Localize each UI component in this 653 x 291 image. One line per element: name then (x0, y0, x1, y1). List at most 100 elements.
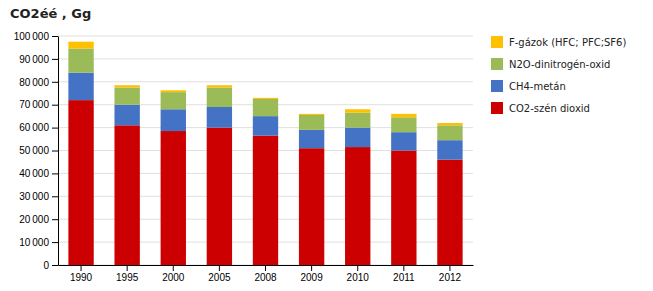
y-tick-label: 70 000 (19, 99, 49, 110)
x-tick-mark (127, 265, 128, 271)
bar (345, 128, 370, 147)
x-tick-mark (403, 265, 404, 271)
x-tick-mark (449, 265, 450, 271)
y-tick-label: 80 000 (19, 77, 49, 88)
y-tick: 60 000 (19, 122, 58, 133)
bar (161, 90, 186, 92)
bar (68, 73, 93, 100)
y-tick: 40 000 (19, 168, 58, 179)
bar (437, 160, 462, 265)
x-tick: 1995 (116, 265, 139, 283)
bar (345, 113, 370, 128)
bar (207, 128, 232, 265)
bar (299, 148, 324, 265)
y-tick: 10 000 (19, 237, 58, 248)
x-tick-label: 2005 (208, 272, 231, 283)
y-tick: 30 000 (19, 191, 58, 202)
y-tick: 70 000 (19, 99, 58, 110)
x-tick-mark (357, 265, 358, 271)
x-tick: 2000 (162, 265, 185, 283)
y-tick-label: 60 000 (19, 122, 49, 133)
x-tick-mark (219, 265, 220, 271)
x-tick: 2012 (439, 265, 462, 283)
bar (161, 92, 186, 109)
x-axis: 1990 1995 2000 2005 2008 2009 2010 2011 2012 (59, 265, 474, 283)
bar-series (68, 49, 462, 141)
x-tick: 2005 (208, 265, 231, 283)
x-tick: 2008 (254, 265, 277, 283)
grid-line (58, 58, 473, 59)
x-tick: 2009 (300, 265, 323, 283)
legend-label: F-gázok (HFC; PFC;SF6) (509, 37, 626, 48)
bar (114, 125, 139, 265)
bar (253, 136, 278, 265)
bar (253, 116, 278, 135)
bar (437, 123, 462, 125)
title: CO2éé , Gg (10, 6, 91, 21)
y-tick: 0 (43, 260, 58, 271)
y-tick-label: 100 000 (14, 31, 50, 42)
legend-item: F-gázok (HFC; PFC;SF6) (491, 36, 626, 48)
x-tick-mark (173, 265, 174, 271)
x-tick-label: 2011 (393, 272, 415, 283)
y-tick: 50 000 (19, 145, 58, 156)
y-tick-mark (52, 265, 58, 266)
bar (207, 85, 232, 87)
bar (68, 49, 93, 73)
y-tick-mark (52, 173, 58, 174)
bar (114, 105, 139, 126)
legend-swatch (491, 58, 503, 70)
bar-series (68, 73, 462, 160)
y-tick-mark (52, 219, 58, 220)
bar (391, 114, 416, 117)
plot: 0 10 000 20 000 30 000 40 000 50 000 60 000 70 … (14, 31, 474, 283)
y-tick: 80 000 (19, 77, 58, 88)
x-tick-label: 1995 (116, 272, 139, 283)
bar-series (68, 100, 462, 265)
x-tick-mark (311, 265, 312, 271)
legend-swatch (491, 80, 503, 92)
x-tick-label: 2000 (162, 272, 185, 283)
bar (68, 100, 93, 265)
x-tick-label: 1990 (70, 272, 93, 283)
grid-line (58, 36, 473, 37)
bar (437, 125, 462, 140)
x-tick: 1990 (70, 265, 93, 283)
bar (299, 115, 324, 130)
legend-item: CH4-metán (491, 80, 566, 92)
bar (437, 140, 462, 159)
bar (345, 147, 370, 265)
y-tick-label: 40 000 (19, 168, 49, 179)
y-tick-label: 30 000 (19, 191, 49, 202)
x-tick-label: 2008 (254, 272, 277, 283)
y-tick-mark (52, 196, 58, 197)
legend-swatch (491, 36, 503, 48)
bar (391, 151, 416, 266)
y-tick-label: 90 000 (19, 54, 49, 65)
y-tick-mark (52, 82, 58, 83)
bar (253, 99, 278, 116)
legend-label: N2O-dinitrogén-oxid (509, 59, 610, 70)
bar (161, 131, 186, 265)
y-tick-label: 0 (43, 260, 49, 271)
x-tick-mark (265, 265, 266, 271)
x-tick-label: 2009 (300, 272, 323, 283)
x-tick-label: 2012 (439, 272, 462, 283)
bar (207, 88, 232, 107)
bar (391, 117, 416, 132)
y-tick: 100 000 (14, 31, 58, 42)
bar (299, 114, 324, 115)
bar (299, 130, 324, 148)
y-tick: 90 000 (19, 54, 58, 65)
bar-series (68, 42, 462, 126)
y-tick-mark (52, 128, 58, 129)
legend-item: CO2-szén dioxid (491, 102, 590, 114)
y-tick-mark (52, 242, 58, 243)
y-tick-mark (52, 36, 58, 37)
y-tick: 20 000 (19, 214, 58, 225)
legend: F-gázok (HFC; PFC;SF6) N2O-dinitrogén-oxi… (491, 36, 626, 114)
y-tick-label: 10 000 (19, 237, 49, 248)
grid-line (58, 81, 473, 82)
y-tick-mark (52, 105, 58, 106)
x-tick: 2010 (347, 265, 370, 283)
